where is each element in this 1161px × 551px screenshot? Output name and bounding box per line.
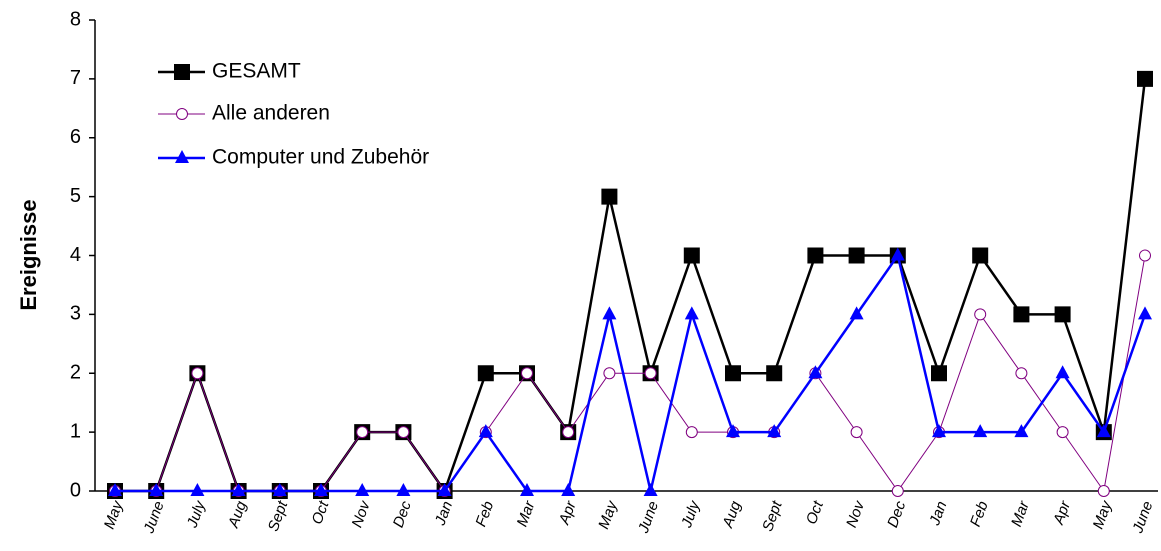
data-point (973, 424, 988, 438)
data-point (1137, 70, 1153, 87)
data-point (520, 483, 534, 496)
data-point (1055, 365, 1070, 379)
y-tick-label: 7 (70, 67, 81, 89)
data-point (726, 424, 740, 438)
x-tick-label: Dec (884, 498, 909, 529)
x-tick-label: Nov (843, 498, 869, 530)
x-tick-label: Nov (349, 498, 375, 530)
data-point (396, 483, 411, 496)
data-point (1013, 306, 1030, 323)
data-point (850, 426, 863, 439)
x-tick-label: May (101, 498, 127, 532)
data-point (1015, 367, 1028, 380)
data-point (602, 306, 617, 320)
x-tick-label: Mar (514, 498, 539, 529)
data-point (684, 306, 699, 320)
data-point (191, 367, 204, 380)
data-point (437, 483, 452, 496)
data-point (478, 424, 493, 438)
data-point (355, 483, 370, 496)
data-point (562, 426, 575, 439)
data-point (272, 483, 287, 496)
data-point (766, 365, 783, 382)
legend-marker (175, 150, 189, 163)
data-point (891, 485, 904, 497)
legend-label: Alle anderen (212, 102, 330, 125)
x-tick-label: Aug (719, 498, 745, 530)
y-tick-label: 0 (70, 479, 81, 501)
data-point (1139, 249, 1151, 262)
x-tick-label: June (635, 499, 662, 536)
data-point (1054, 306, 1071, 323)
data-point (477, 365, 494, 382)
data-point (974, 308, 987, 321)
data-point (1014, 424, 1029, 438)
x-tick-label: Sept (759, 498, 786, 534)
data-point (108, 483, 122, 496)
legend-label: GESAMT (212, 60, 301, 83)
x-tick-label: June (1129, 499, 1156, 536)
data-point (314, 483, 328, 496)
y-tick-label: 4 (70, 244, 81, 266)
data-point (932, 424, 946, 438)
y-axis-label: Ereignisse (16, 199, 41, 310)
data-point (190, 483, 205, 496)
data-point (149, 483, 164, 496)
data-point (848, 247, 865, 264)
legend-marker (176, 108, 188, 120)
data-point (356, 426, 369, 439)
data-point (644, 367, 657, 380)
x-tick-label: July (678, 498, 704, 531)
data-point (931, 365, 947, 382)
data-point (1097, 485, 1110, 497)
x-tick-label: Dec (390, 498, 415, 529)
x-tick-label: May (595, 498, 621, 532)
x-tick-label: Apr (1050, 498, 1075, 528)
data-point (767, 424, 782, 438)
data-point (1056, 426, 1069, 439)
data-point (890, 247, 905, 261)
x-tick-label: Oct (309, 498, 333, 527)
data-point (849, 306, 864, 320)
data-point (683, 247, 700, 264)
data-point (521, 367, 533, 380)
data-point (643, 483, 658, 496)
data-point (1138, 306, 1152, 320)
series-line (115, 252, 1147, 493)
y-tick-label: 6 (70, 126, 81, 148)
data-point (1096, 424, 1111, 438)
y-tick-label: 8 (70, 8, 81, 30)
x-tick-label: Jan (431, 499, 456, 528)
data-point (972, 247, 989, 264)
x-tick-label: Feb (472, 499, 497, 529)
x-tick-label: Sept (265, 498, 292, 534)
data-point (231, 483, 246, 496)
y-tick-label: 2 (70, 362, 81, 384)
data-point (561, 483, 576, 496)
x-tick-label: Oct (803, 498, 827, 527)
x-tick-label: July (183, 498, 209, 531)
x-tick-label: Mar (1008, 498, 1033, 529)
series-line (115, 78, 1147, 494)
data-point (601, 188, 618, 205)
y-tick-label: 3 (70, 303, 81, 325)
y-tick-label: 5 (70, 185, 81, 207)
data-point (725, 365, 741, 382)
data-point (808, 365, 823, 379)
legend-label: Computer und Zubehör (212, 146, 429, 169)
data-point (397, 426, 410, 439)
x-tick-label: Feb (967, 499, 992, 529)
x-tick-label: Apr (555, 498, 580, 528)
x-tick-label: Jan (926, 499, 951, 528)
data-point (603, 367, 616, 380)
data-point (685, 426, 698, 439)
x-tick-label: June (140, 499, 167, 536)
x-tick-label: May (1090, 498, 1116, 532)
x-tick-label: Aug (225, 498, 251, 530)
legend-marker (174, 64, 190, 80)
data-point (807, 247, 824, 264)
y-tick-label: 1 (70, 420, 81, 442)
series-line (115, 255, 1146, 493)
